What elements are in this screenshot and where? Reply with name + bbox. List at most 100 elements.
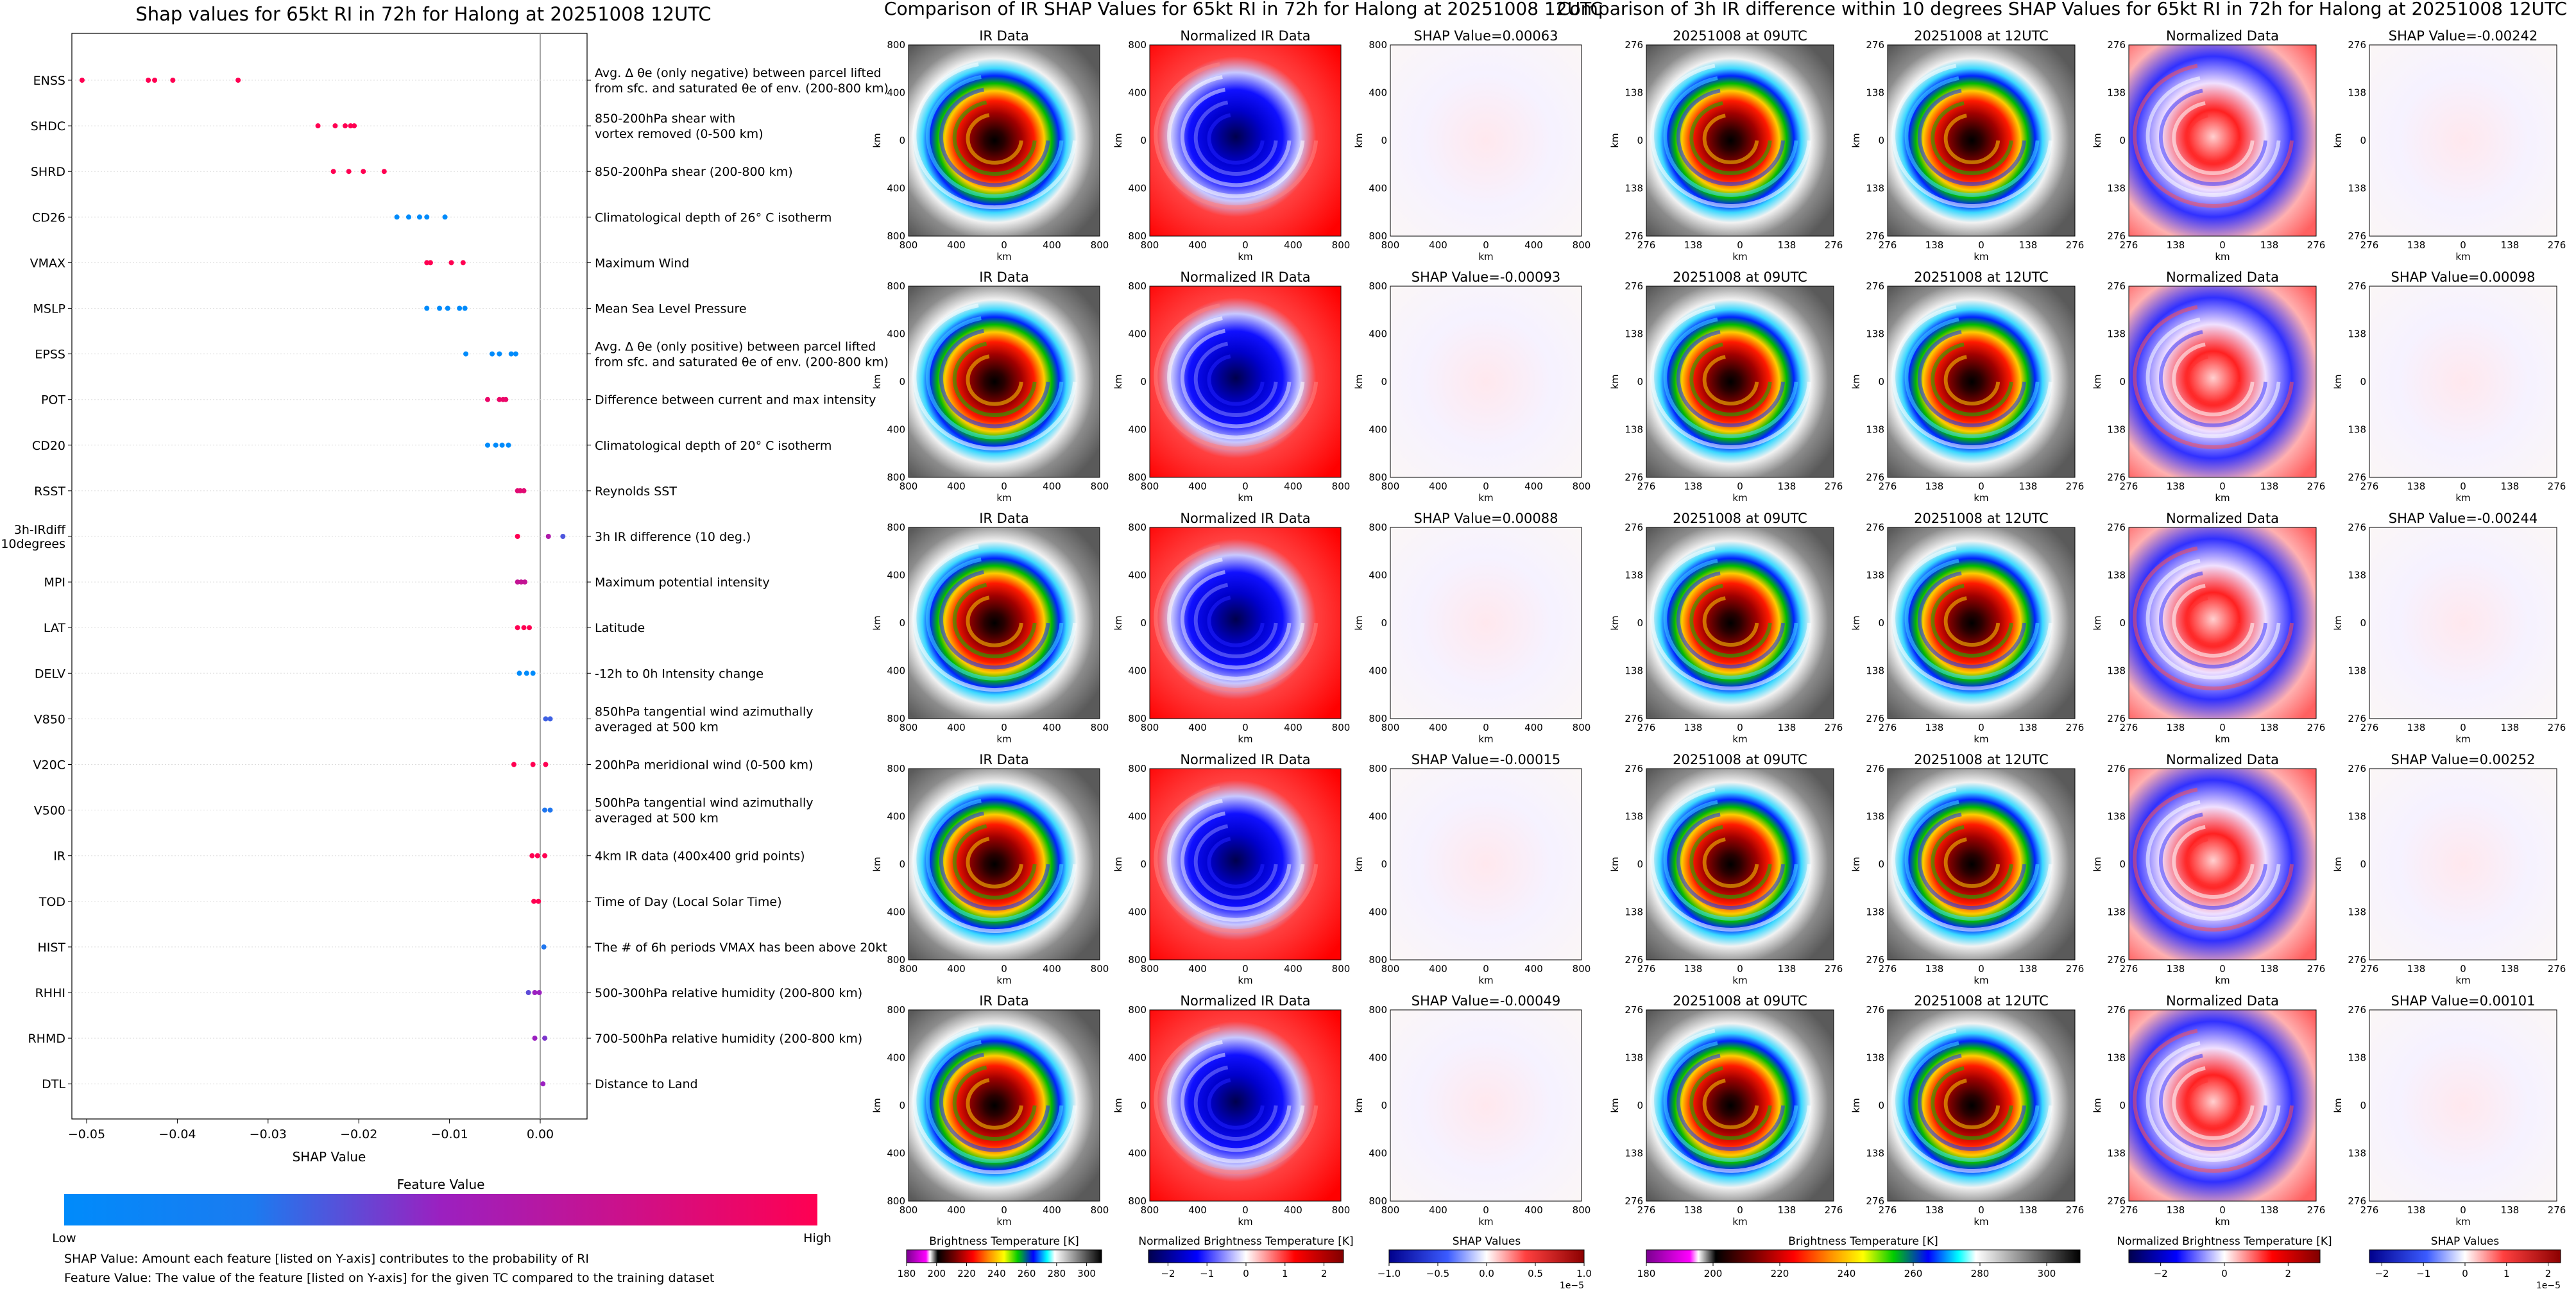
feature-code: RSST: [34, 484, 65, 499]
image-data: [1390, 286, 1582, 477]
panel-title: Normalized IR Data: [1180, 511, 1310, 526]
y-tick-label: 400: [1369, 1148, 1387, 1159]
y-tick-label: 800: [887, 522, 905, 533]
y-tick-label: 400: [1128, 329, 1147, 340]
x-axis-label: km: [1478, 1216, 1493, 1227]
feature-description: Difference between current and max inten…: [595, 393, 876, 407]
image-panel: SHAP Value=0.001012762761381380013813827…: [2332, 993, 2566, 1227]
colorbar-tick-label: 0: [2462, 1268, 2468, 1279]
y-tick-label: 0: [1140, 617, 1147, 629]
x-tick-label: 138: [1778, 1204, 1796, 1216]
y-tick-label: 276: [2107, 954, 2126, 966]
feature-code: IR: [53, 849, 65, 864]
y-tick-label: 138: [2107, 811, 2126, 823]
x-axis-label: km: [2455, 733, 2470, 745]
colorbar-tick-label: 280: [1048, 1268, 1066, 1279]
spiral-band: [1154, 303, 1318, 451]
x-tick-label: 800: [1091, 963, 1109, 975]
y-tick-label: 400: [1369, 811, 1387, 823]
colorbar-tick-label: 0: [1243, 1268, 1249, 1279]
spiral-band: [1193, 583, 1278, 658]
feature-colorbar-high: High: [803, 1231, 832, 1245]
y-tick-label: 800: [1128, 1195, 1147, 1207]
feature-description: Climatological depth of 26° C isotherm: [595, 210, 832, 225]
image-data: [2129, 45, 2316, 236]
feature-row: V500 500hPa tangential wind azimuthally av…: [34, 796, 814, 826]
spiral-band: [1207, 113, 1265, 165]
feature-code: LAT: [44, 621, 66, 635]
y-tick-label: 138: [2348, 424, 2366, 436]
note-feature-value: Feature Value: The value of the feature …: [64, 1271, 714, 1285]
y-tick-label: 800: [1128, 713, 1147, 724]
spiral-band: [966, 837, 1023, 889]
colorbar-tick-label: −2: [1161, 1268, 1175, 1279]
x-tick-label: 138: [2501, 481, 2520, 492]
x-axis-label: km: [996, 492, 1011, 504]
shap-point: [315, 123, 321, 129]
colorbar-gradient: [2128, 1249, 2321, 1263]
y-tick-label: 0: [2119, 1100, 2126, 1111]
feature-description: 850hPa tangential wind azimuthally: [595, 704, 814, 719]
y-tick-label: 400: [1128, 1148, 1147, 1159]
y-tick-label: 138: [2107, 329, 2126, 340]
x-tick-label: 138: [2407, 1204, 2426, 1216]
x-tick-label: 400: [1188, 722, 1207, 733]
x-tick-label: 138: [2260, 722, 2279, 733]
x-tick-label: 0: [1242, 481, 1249, 492]
x-tick-label: −0.05: [68, 1127, 105, 1141]
shap-point: [361, 169, 366, 175]
y-axis-label: km: [1609, 1098, 1621, 1113]
y-tick-label: 138: [1866, 907, 1884, 918]
colorbar-tick-label: −0.5: [1426, 1268, 1449, 1279]
spiral-band: [1943, 355, 2000, 405]
y-tick-label: 276: [1625, 522, 1643, 533]
feature-description: Avg. Δ θe (only positive) between parcel…: [595, 340, 876, 354]
x-tick-label: 276: [2360, 1204, 2379, 1216]
x-axis-label: km: [2215, 492, 2230, 504]
y-tick-label: 138: [2107, 87, 2126, 99]
panel-frame: [1149, 768, 1342, 960]
panel-title: Normalized Data: [2166, 511, 2279, 526]
colorbar-tick-label: 2: [2285, 1268, 2292, 1279]
image-data: [1888, 286, 2075, 477]
x-tick-label: 400: [1284, 481, 1302, 492]
panel-frame: [1390, 527, 1582, 719]
y-tick-label: 0: [2360, 617, 2366, 629]
y-tick-label: 138: [2348, 1148, 2366, 1159]
feature-description: 850-200hPa shear (200-800 km): [595, 165, 793, 179]
y-tick-label: 276: [1866, 763, 1884, 774]
y-axis-label: km: [1850, 133, 1862, 148]
feature-row: CD20 Climatological depth of 20° C isothe…: [32, 439, 832, 453]
x-tick-label: 800: [1381, 722, 1400, 733]
colorbar-tick-label: 240: [1838, 1268, 1856, 1279]
ir-shap-comparison: Comparison of IR SHAP Values for 65kt RI…: [871, 0, 1603, 1289]
feature-description: averaged at 500 km: [595, 812, 719, 826]
shap-plot-axes: [71, 33, 588, 1120]
panel-title: IR Data: [979, 269, 1029, 285]
shap-point: [543, 762, 549, 767]
panel-title: 20251008 at 09UTC: [1673, 752, 1807, 767]
feature-description: Latitude: [595, 621, 645, 635]
colorbar-tick-label: 1: [1282, 1268, 1288, 1279]
y-tick-label: 400: [887, 1052, 905, 1064]
y-tick-label: 400: [1369, 87, 1387, 99]
y-tick-label: 400: [887, 329, 905, 340]
spiral-band: [2172, 101, 2255, 175]
y-tick-label: 276: [2107, 230, 2126, 242]
colorbar-tick-label: 2: [1321, 1268, 1327, 1279]
spiral-band: [1931, 101, 2013, 175]
image-panel: 20251008 at 12UTC27627613813800138138276…: [1850, 993, 2084, 1227]
spiral-band: [912, 786, 1077, 934]
x-tick-label: 138: [2501, 722, 2520, 733]
feature-description: Time of Day (Local Solar Time): [594, 895, 782, 909]
y-tick-label: 800: [1128, 280, 1147, 292]
shap-point: [348, 123, 354, 129]
image-panel: Normalized Data2762761381380013813827627…: [2092, 752, 2325, 986]
shap-point: [493, 442, 499, 448]
panel-frame: [908, 44, 1100, 237]
spiral-band: [2145, 76, 2281, 197]
colorbar-gradient: [1646, 1249, 2081, 1263]
shap-point: [530, 762, 536, 767]
x-axis-label: km: [996, 1216, 1011, 1227]
x-tick-label: 276: [1879, 239, 1897, 251]
